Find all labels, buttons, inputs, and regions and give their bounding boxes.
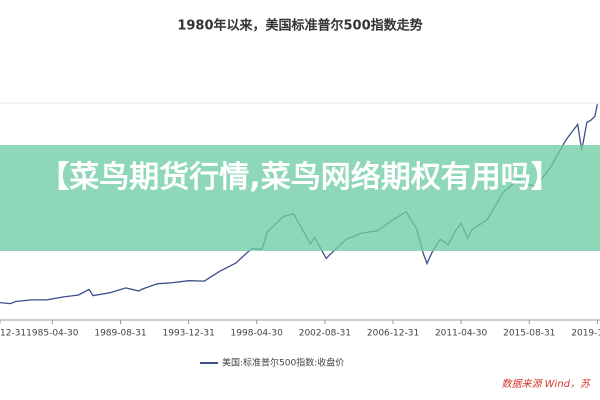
- x-tick-label: 2015-08-31: [503, 329, 555, 339]
- x-tick-label: 2011-04-30: [435, 329, 488, 339]
- x-tick-label: 1993-12-31: [163, 329, 215, 339]
- x-tick-label: 2002-08-31: [299, 329, 351, 339]
- x-tick-label: 1981-12-31: [0, 329, 26, 339]
- source: 数据来源 Wind，苏: [501, 378, 592, 390]
- chart-title: 1980年以来，美国标准普尔500指数走势: [177, 18, 422, 34]
- banner-text: 【菜鸟期货行情,菜鸟网络期权有用吗】: [39, 160, 561, 195]
- x-tick-label: 2006-12-31: [367, 329, 419, 339]
- x-tick-label: 1985-04-30: [26, 329, 79, 339]
- banner: 【菜鸟期货行情,菜鸟网络期权有用吗】: [0, 145, 600, 251]
- x-tick-label: 2019-12-31: [571, 329, 600, 339]
- x-tick-label: 1989-08-31: [94, 329, 146, 339]
- x-tick-label: 1998-04-30: [231, 329, 284, 339]
- legend-label: 美国:标准普尔500指数:收盘价: [222, 357, 344, 369]
